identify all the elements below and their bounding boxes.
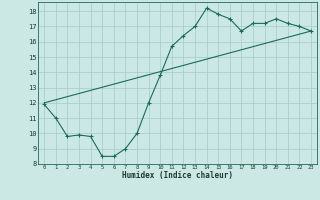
X-axis label: Humidex (Indice chaleur): Humidex (Indice chaleur) — [122, 171, 233, 180]
